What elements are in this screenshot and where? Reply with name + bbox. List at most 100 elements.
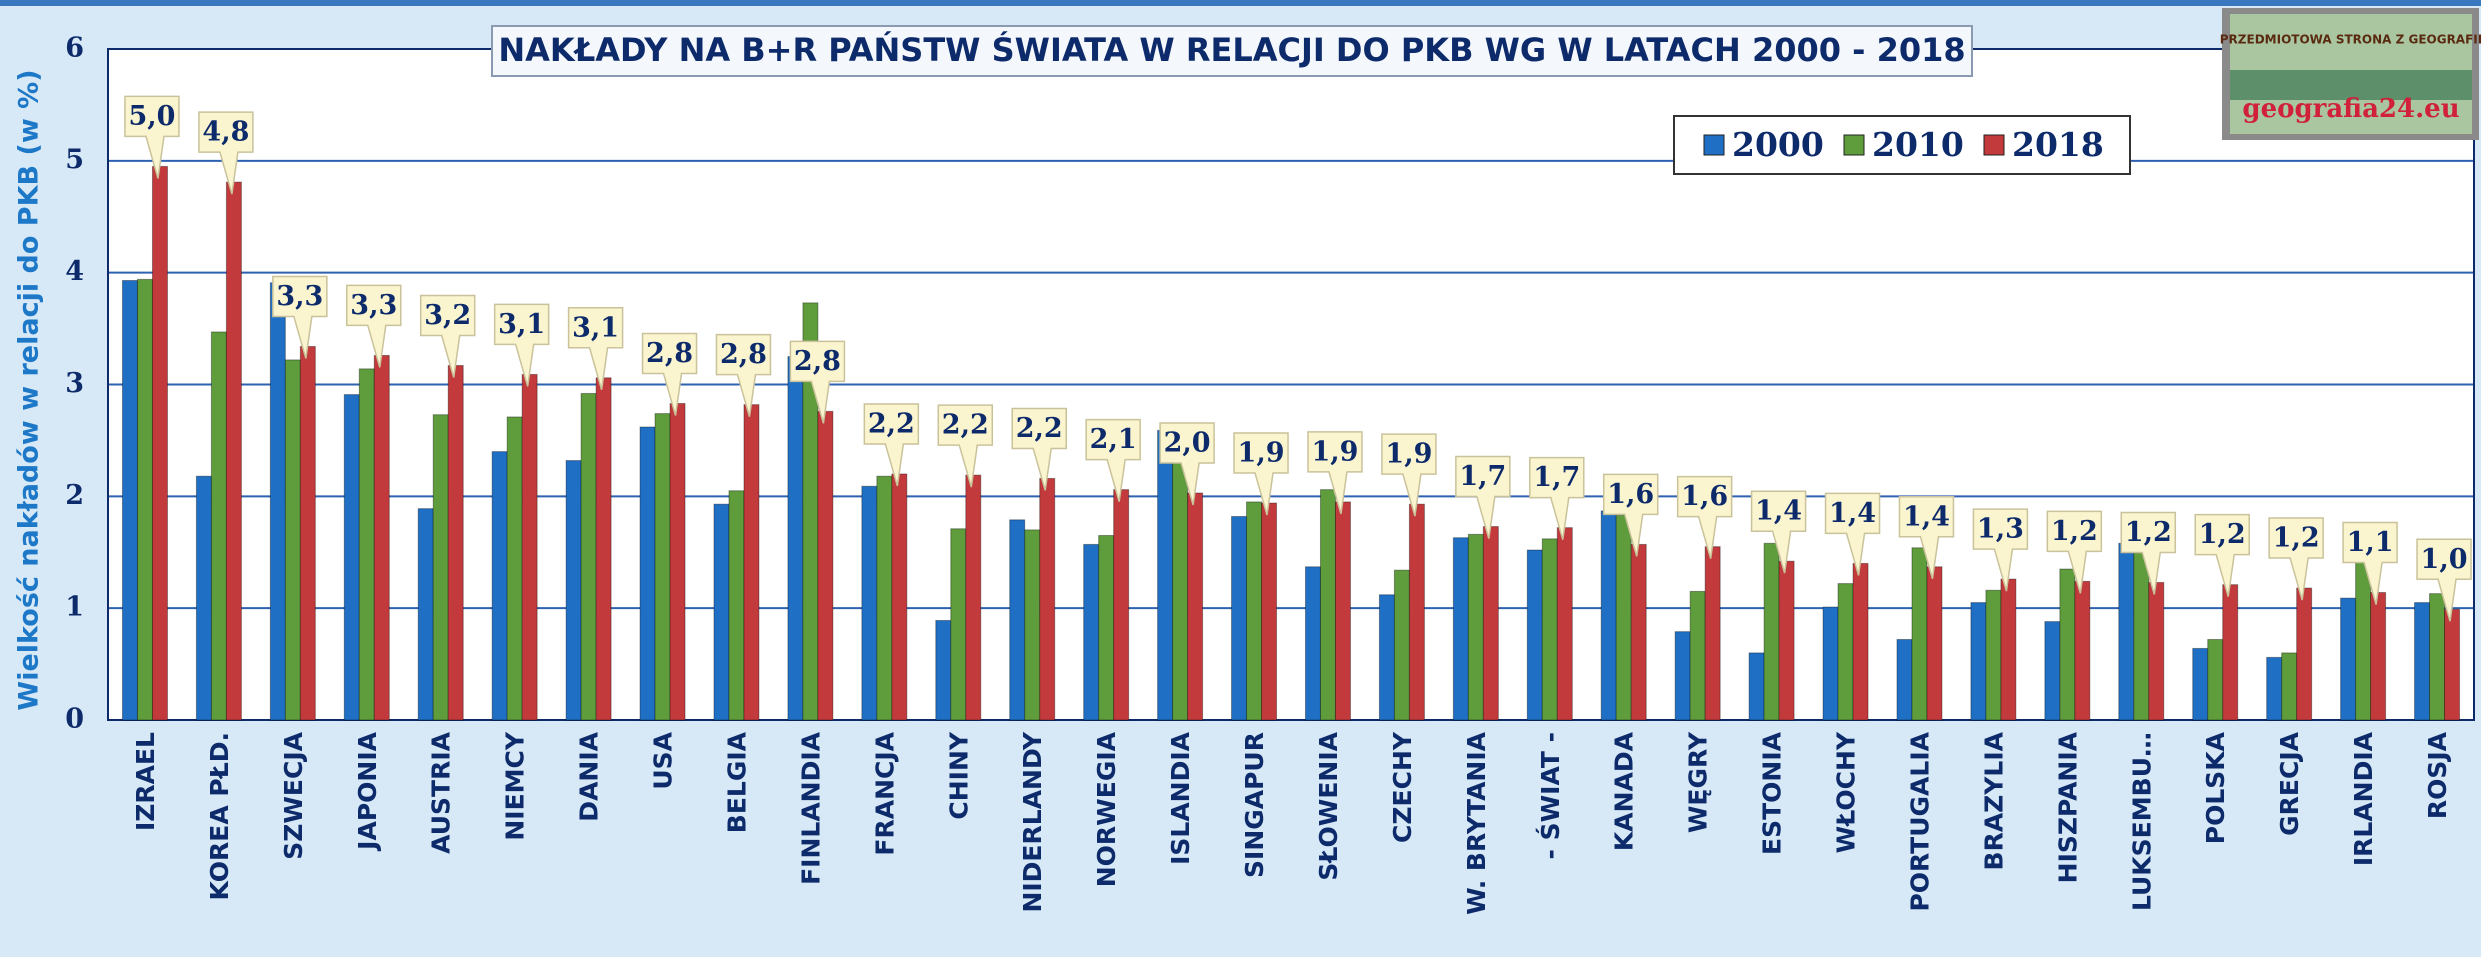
bar [2193, 648, 2208, 720]
bar [936, 620, 951, 720]
value-label: 4,8 [202, 117, 249, 148]
x-tick-label: KANADA [1610, 731, 1639, 851]
x-tick-label: SINGAPUR [1240, 732, 1269, 878]
bar [1379, 595, 1394, 720]
bar [2001, 579, 2016, 720]
bar [2297, 588, 2312, 720]
y-axis-label: Wielkość nakładów w relacji do PKB (w %) [14, 69, 45, 710]
bar [1971, 603, 1986, 720]
value-label: 1,9 [1385, 439, 1432, 470]
value-label: 1,9 [1311, 436, 1358, 467]
x-tick-label: IZRAEL [131, 732, 160, 831]
bar [877, 476, 892, 720]
bar [2430, 594, 2445, 720]
bar [1453, 538, 1468, 720]
legend-label: 2010 [1872, 125, 1964, 164]
bar [1853, 563, 1868, 720]
bar [862, 486, 877, 720]
x-tick-label: BELGIA [722, 731, 751, 833]
value-label: 3,3 [276, 281, 323, 312]
bar [1897, 639, 1912, 720]
value-label: 3,1 [498, 309, 545, 340]
bar [1114, 490, 1129, 720]
bar [2119, 543, 2134, 720]
y-tick-label: 1 [65, 592, 84, 623]
value-label: 2,8 [646, 338, 693, 369]
x-tick-label: POLSKA [2201, 731, 2230, 844]
value-label: 1,3 [1977, 514, 2024, 545]
value-label: 1,2 [2125, 517, 2172, 548]
bar [1675, 632, 1690, 720]
bar [359, 369, 374, 720]
x-tick-label: GRECJA [2275, 731, 2304, 835]
bar [1616, 515, 1631, 720]
bar [2060, 569, 2075, 720]
value-label: 1,4 [1829, 498, 1876, 529]
x-tick-label: JAPONIA [353, 731, 382, 851]
value-label: 1,2 [2051, 516, 2098, 547]
value-label: 1,9 [1238, 438, 1285, 469]
bar [522, 374, 537, 720]
bar [581, 393, 596, 720]
value-label: 1,0 [2421, 544, 2468, 575]
legend-swatch [1704, 135, 1724, 155]
bar [374, 355, 389, 720]
legend-label: 2000 [1732, 125, 1824, 164]
bar [1335, 502, 1350, 720]
bar [433, 415, 448, 720]
bar [122, 280, 137, 720]
bar [507, 417, 522, 720]
x-tick-label: PORTUGALIA [1905, 731, 1934, 911]
bar [2267, 657, 2282, 720]
bar [300, 346, 315, 720]
bar [2134, 552, 2149, 720]
x-tick-label: NORWEGIA [1092, 731, 1121, 887]
bar [1690, 591, 1705, 720]
bar [1025, 530, 1040, 720]
value-label: 2,2 [868, 408, 915, 439]
bar [1158, 430, 1173, 720]
x-tick-label: WĘGRY [1684, 731, 1713, 833]
value-label: 1,7 [1459, 461, 1506, 492]
value-label: 2,8 [794, 346, 841, 377]
bar [2208, 639, 2223, 720]
value-label: 3,1 [572, 312, 619, 343]
bar [1705, 547, 1720, 720]
bar [196, 476, 211, 720]
x-tick-label: FINLANDIA [796, 731, 825, 885]
value-label: 1,4 [1755, 496, 1802, 527]
y-tick-label: 6 [65, 33, 84, 64]
bar [2445, 609, 2460, 720]
bar [1749, 653, 1764, 720]
x-tick-label: NIDERLANDY [1018, 731, 1047, 912]
bar [1262, 503, 1277, 720]
x-tick-label: ROSJA [2423, 731, 2452, 819]
bar [2415, 603, 2430, 720]
bar [448, 365, 463, 720]
bar [1779, 561, 1794, 720]
x-tick-label: KOREA PŁD. [205, 732, 234, 901]
bar [1527, 550, 1542, 720]
bar [1320, 490, 1335, 720]
bar [2075, 581, 2090, 720]
bar [285, 360, 300, 720]
logo: PRZEDMIOTOWA STRONA Z GEOGRAFII geografi… [2220, 8, 2481, 140]
bar [1986, 590, 2001, 720]
bar [1483, 527, 1498, 720]
bar [1305, 567, 1320, 720]
y-tick-label: 2 [65, 480, 84, 511]
value-label: 1,2 [2273, 523, 2320, 554]
value-label: 5,0 [128, 101, 175, 132]
value-label: 1,4 [1903, 501, 1950, 532]
bar [818, 411, 833, 720]
x-tick-label: BRAZYLIA [1979, 731, 2008, 870]
x-tick-label: LUKSEMBU… [2127, 732, 2156, 911]
value-label: 2,0 [1164, 427, 1211, 458]
x-tick-label: FRANCJA [870, 731, 899, 855]
x-tick-label: HISZPANIA [2053, 731, 2082, 883]
bar [1764, 543, 1779, 720]
x-tick-label: USA [649, 731, 678, 789]
bar [1912, 548, 1927, 720]
bar [1838, 584, 1853, 720]
bar [670, 404, 685, 720]
